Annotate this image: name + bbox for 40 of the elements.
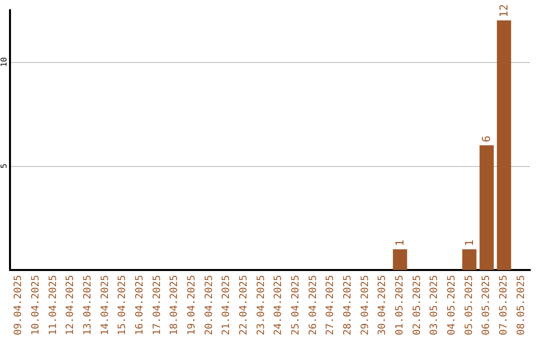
x-tick-label: 08.05.2025 [516, 275, 527, 336]
data-label: 1 [394, 240, 406, 246]
x-tick-label: 01.05.2025 [394, 275, 406, 336]
x-tick-label: 30.04.2025 [377, 275, 388, 336]
x-tick-label: 29.04.2025 [360, 275, 371, 336]
data-label: 12 [498, 4, 510, 18]
x-tick-label: 12.04.2025 [65, 275, 76, 336]
x-tick-label: 25.04.2025 [290, 275, 302, 336]
x-tick-label: 21.04.2025 [221, 275, 232, 336]
x-tick-label: 14.04.2025 [100, 275, 111, 336]
x-tick-label: 24.04.2025 [273, 275, 284, 336]
x-tick-label: 18.04.2025 [169, 275, 180, 336]
bar [496, 20, 512, 270]
bar [480, 145, 494, 270]
x-tick-label: 16.04.2025 [134, 275, 146, 336]
x-tick-label: 05.05.2025 [464, 275, 475, 336]
data-label: 1 [462, 240, 476, 246]
x-tick-label: 09.04.2025 [13, 275, 24, 336]
x-tick-label: 02.05.2025 [412, 275, 423, 336]
bar [392, 249, 408, 270]
x-tick-label: 04.05.2025 [446, 275, 458, 336]
x-tick-label: 22.04.2025 [238, 275, 250, 336]
x-tick-label: 15.04.2025 [117, 275, 128, 336]
x-tick-label: 28.04.2025 [342, 275, 354, 336]
bar [462, 249, 476, 270]
x-tick-label: 06.05.2025 [481, 275, 492, 336]
x-tick-label: 13.04.2025 [82, 275, 94, 336]
x-tick-label: 20.04.2025 [204, 275, 215, 336]
x-tick-label: 11.04.2025 [48, 275, 59, 336]
x-tick-label: 17.04.2025 [152, 275, 163, 336]
y-tick-label: 10 [0, 57, 8, 67]
x-tick-label: 26.04.2025 [308, 275, 319, 336]
data-label: 6 [480, 136, 494, 142]
x-tick-label: 03.05.2025 [429, 275, 440, 336]
x-tick-label: 27.04.2025 [325, 275, 336, 336]
y-tick-label: 5 [0, 163, 8, 168]
x-tick-label: 19.04.2025 [186, 275, 198, 336]
x-tick-label: 07.05.2025 [498, 275, 510, 336]
x-tick-label: 23.04.2025 [256, 275, 267, 336]
x-tick-label: 10.04.2025 [30, 275, 42, 336]
